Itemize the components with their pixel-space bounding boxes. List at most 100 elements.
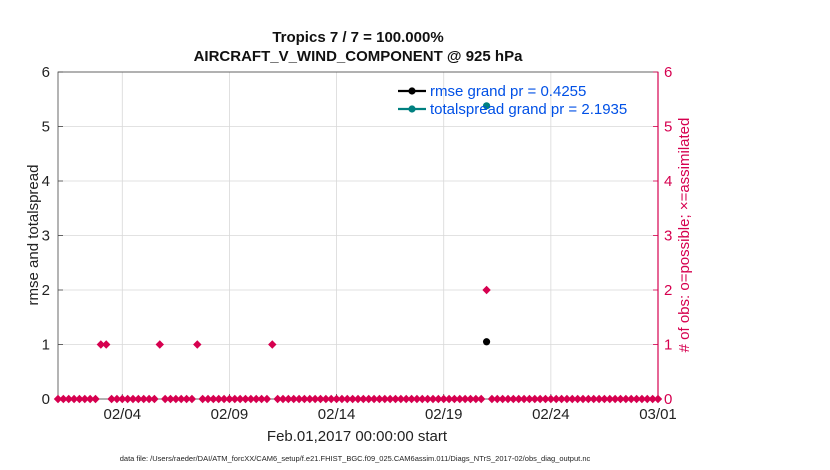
obs-count-marker [364,394,373,404]
obs-count-marker [144,394,154,404]
obs-count-marker [53,394,63,404]
obs-count-marker [284,394,293,404]
obs-count-marker [519,394,529,404]
obs-count-marker [235,394,245,404]
obs-count-marker [546,394,556,404]
obs-count-marker [268,340,277,349]
obs-count-marker [300,394,309,404]
metric-point [482,102,491,110]
obs-count-marker [262,394,272,404]
obs-count-marker [600,394,609,404]
obs-count-marker [594,394,604,404]
obs-count-marker [139,394,148,404]
obs-count-marker [428,394,438,404]
obs-count-marker [369,394,379,404]
left-tick-labels: 0 1 2 3 4 5 6 [42,64,50,408]
obs-count-marker [102,340,111,349]
obs-count-marker [562,394,572,404]
obs-count-marker [530,394,539,404]
obs-count-marker [305,394,314,404]
obs-count-marker [605,394,614,404]
obs-count-marker [112,394,122,404]
obs-count-marker [160,394,170,404]
legend-swatch-marker [408,87,416,95]
y-tick-label-right: 0 [664,391,672,408]
x-tick-label: 02/14 [318,406,356,423]
obs-count-marker [343,394,352,404]
obs-count-marker [96,340,106,349]
x-axis-label: Feb.01,2017 00:00:00 start [267,428,448,445]
obs-count-marker [466,394,475,404]
obs-count-marker [541,394,550,404]
obs-count-marker [535,394,545,404]
obs-count-marker [423,394,432,404]
legend-swatch-marker [408,105,416,113]
obs-count-marker [412,394,422,404]
obs-count-marker [182,394,191,404]
obs-count-marker [91,394,100,404]
obs-count-marker [498,394,507,404]
obs-count-marker [616,394,625,404]
obs-count-marker [348,394,357,404]
obs-count-marker [525,394,534,404]
obs-count-marker [487,394,497,404]
y-tick-label-right: 6 [664,64,672,81]
legend-entry: rmse grand pr = 0.4255 [430,83,586,100]
y-axis-label-left: rmse and totalspread [25,165,42,306]
obs-count-marker [439,394,448,404]
y-tick-label-right: 3 [664,228,672,245]
obs-count-marker [632,394,641,404]
obs-count-marker [310,394,320,404]
obs-count-marker [107,394,116,404]
obs-count-marker [503,394,513,404]
y-tick-label-left: 5 [42,119,50,136]
obs-count-marker [589,394,598,404]
obs-count-marker [273,394,282,404]
obs-count-marker [450,394,459,404]
x-tick-label: 02/19 [425,406,463,423]
obs-count-marker [321,394,331,404]
obs-count-marker [134,394,143,404]
footer-data-file: data file: /Users/raeder/DAI/ATM_forcXX/… [120,454,591,463]
grid [58,71,659,400]
obs-count-marker [407,394,416,404]
obs-count-marker [396,394,406,404]
metric-series [482,102,491,346]
obs-count-marker [123,394,132,404]
obs-count-marker [584,394,593,404]
x-tick-label: 03/01 [639,406,677,423]
x-tick-label: 02/09 [211,406,249,423]
obs-count-marker [482,285,491,295]
obs-count-marker [418,394,427,404]
obs-count-marker [337,394,347,404]
obs-count-marker [230,394,239,404]
y-tick-label-left: 6 [42,64,50,81]
obs-count-marker [477,394,486,404]
obs-count-marker [434,394,443,404]
obs-count-marker [294,394,304,404]
obs-count-marker [627,394,636,404]
obs-count-marker [471,394,481,404]
obs-count-marker [455,394,464,404]
obs-count-marker [380,394,389,404]
obs-count-marker [252,394,261,404]
y-tick-label-right: 5 [664,119,672,136]
obs-count-marker [198,394,207,404]
obs-count-marker [375,394,384,404]
obs-count-marker [171,394,181,404]
obs-count-marker [552,394,561,404]
obs-count-marker [391,394,400,404]
obs-count-marker [573,394,582,404]
obs-count-marker [402,394,411,404]
obs-count-marker [150,394,159,404]
obs-count-marker [166,394,175,404]
y-tick-label-left: 0 [42,391,50,408]
legend-entry: totalspread grand pr = 2.1935 [430,101,627,118]
obs-count-marker [493,394,502,404]
obs-count-marker [557,394,566,404]
metric-point [482,338,491,346]
obs-count-marker [278,394,288,404]
obs-count-series [53,285,663,404]
